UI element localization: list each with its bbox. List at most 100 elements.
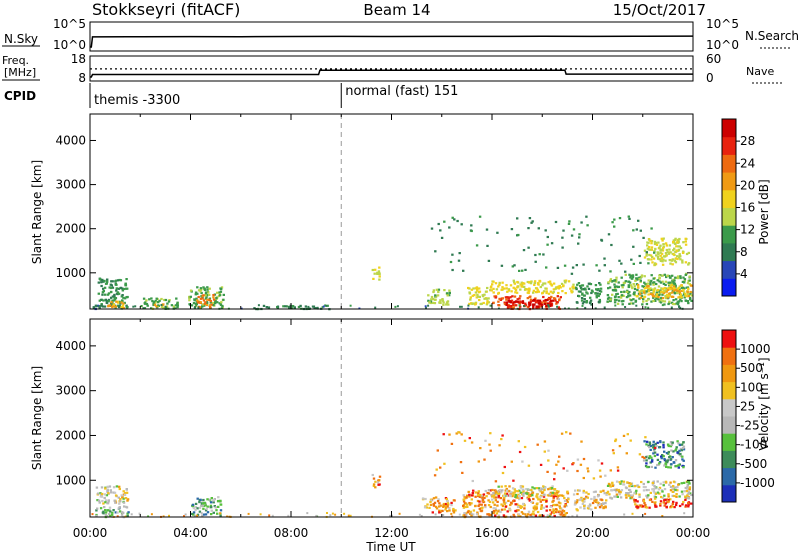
data-cell [540,504,543,507]
data-cell [519,486,523,489]
data-cell [669,489,673,492]
data-cell [518,303,521,306]
data-cell [112,509,115,512]
data-cell [671,490,674,493]
data-cell [674,486,677,489]
data-cell [529,282,533,285]
data-cell [529,513,532,516]
data-cell [315,514,318,517]
data-cell [210,497,213,500]
data-cell [448,289,451,292]
data-cell [686,293,690,296]
data-cell [678,291,681,294]
data-cell [654,496,658,499]
data-cell [656,441,659,444]
data-cell [530,515,533,518]
data-cell [669,485,673,488]
data-cell [508,494,512,497]
data-cell [632,298,635,301]
data-cell [535,307,538,310]
data-cell [657,298,660,301]
data-cell [377,483,380,486]
data-cell [438,509,441,512]
data-cell [606,490,610,493]
data-cell [678,449,681,452]
data-cell [546,302,550,305]
data-cell [434,505,438,508]
data-cell [578,498,582,502]
data-cell [658,446,662,449]
data-cell [431,301,435,304]
data-cell [534,260,537,263]
data-cell [589,299,593,302]
data-cell [107,492,110,495]
data-cell [659,254,662,257]
data-cell [682,445,686,448]
data-cell [200,512,203,515]
data-cell [494,282,498,285]
data-cell [543,488,546,492]
data-cell [113,491,117,494]
data-cell [642,291,646,294]
data-cell [591,501,595,505]
data-cell [620,300,624,303]
data-cell [676,486,679,489]
data-cell [509,284,513,287]
data-cell [637,485,641,489]
data-cell [215,296,218,299]
data-cell [558,298,561,301]
data-cell [102,287,105,290]
data-cell [532,291,535,294]
data-cell [660,495,663,499]
data-cell [519,515,522,518]
data-cell [211,301,215,304]
data-cell [658,486,662,489]
data-cell [183,515,185,518]
data-cell [437,288,441,291]
data-cell [427,299,430,302]
data-cell [484,506,487,509]
data-cell [432,289,436,292]
data-cell [674,284,677,287]
data-cell [130,513,133,516]
data-cell [653,240,657,243]
data-cell [647,293,650,296]
data-cell [647,290,651,293]
data-cell [474,495,477,498]
data-cell [620,262,623,265]
data-cell [608,493,611,496]
data-cell [523,445,527,449]
data-cell [126,295,129,299]
data-cell [518,513,521,516]
data-cell [170,304,174,307]
data-cell [640,480,643,484]
data-cell [645,254,648,257]
data-cell [200,504,203,508]
data-cell [649,254,653,257]
data-cell [552,282,556,285]
data-cell [208,298,211,301]
data-cell [423,506,427,509]
y-tick-label: 1000 [55,266,86,280]
colorbar-swatch [722,433,736,451]
data-cell [569,287,572,290]
data-cell [687,503,690,506]
data-cell [111,280,114,283]
data-cell [647,465,650,469]
data-cell [445,498,448,501]
data-cell [512,513,515,516]
data-cell [669,281,672,284]
data-cell [439,229,442,232]
data-cell [540,488,544,491]
data-cell [478,295,481,298]
data-cell [196,507,199,510]
data-cell [522,249,526,252]
data-cell [652,487,656,491]
data-cell [202,513,206,516]
data-cell [669,288,672,291]
data-cell [687,263,690,266]
data-cell [674,503,678,507]
data-cell [662,441,665,444]
data-cell [209,300,212,303]
data-cell [194,508,197,511]
